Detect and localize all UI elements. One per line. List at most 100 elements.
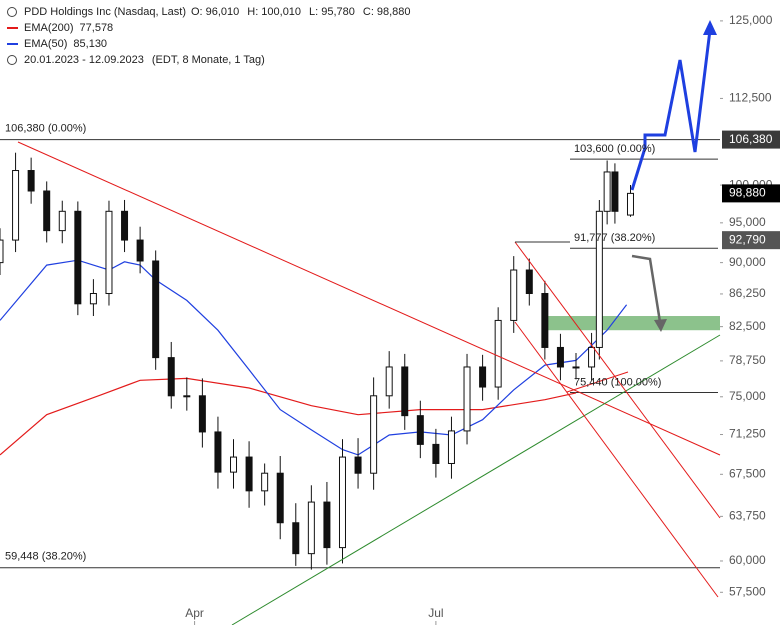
channel-line	[514, 241, 721, 519]
candle-body	[494, 319, 502, 388]
arrow-head	[703, 20, 717, 35]
candle-body	[432, 443, 440, 464]
candle-body	[292, 522, 300, 555]
quote-value: 95,780	[321, 6, 355, 18]
arrow-head	[654, 319, 667, 332]
candle-body	[261, 472, 269, 492]
candle-body	[603, 171, 611, 212]
y-tick-label: 112,500	[729, 91, 772, 105]
candle-body	[611, 171, 619, 212]
y-tick-label: 63,750	[729, 509, 766, 523]
candle-body	[307, 501, 315, 555]
chart-title: PDD Holdings Inc (Nasdaq, Last)	[24, 6, 186, 18]
candle-body	[276, 472, 284, 524]
candle-body	[27, 170, 35, 192]
candle-body	[463, 366, 471, 432]
icon	[7, 55, 17, 65]
y-tick-label: 71,250	[729, 427, 766, 441]
candle-body	[338, 456, 346, 549]
candle-body	[525, 269, 533, 295]
legend-entry: EMA(50) 85,130	[24, 38, 107, 50]
y-tick-label: 90,000	[729, 255, 766, 269]
quote-value: 98,880	[377, 6, 411, 18]
quote-key: C:	[363, 6, 374, 18]
y-tick-label: 60,000	[729, 553, 766, 567]
trend-line	[231, 334, 721, 625]
candle-body	[58, 210, 66, 232]
candle-body	[401, 366, 409, 417]
price-tag-label: 92,790	[729, 232, 766, 246]
candle-body	[136, 239, 144, 262]
quote-key: H:	[247, 6, 258, 18]
legend-value: 85,130	[73, 38, 107, 50]
range-note: (EDT, 8 Monate, 1 Tag)	[152, 54, 265, 66]
price-tag	[722, 130, 780, 149]
y-tick-label: 78,750	[729, 353, 766, 367]
fib-label: 75,440 (100.00%)	[574, 376, 661, 388]
candle-body	[595, 210, 603, 348]
ema-line	[0, 259, 628, 456]
drawings	[17, 20, 721, 625]
y-tick-label: 67,500	[729, 466, 766, 480]
y-tick-label: 95,000	[729, 215, 766, 229]
header: PDD Holdings Inc (Nasdaq, Last) O: 96,010…	[7, 6, 411, 66]
candle-body	[89, 293, 97, 305]
legend-name: EMA(50)	[24, 38, 67, 50]
candle-body	[447, 430, 455, 464]
y-tick-label: 125,000	[729, 13, 773, 27]
channel-line	[514, 321, 719, 598]
candle-body	[183, 395, 191, 398]
trend-line	[566, 371, 629, 393]
fib-label: 103,600 (0.00%)	[574, 143, 655, 155]
quote: O: 96,010 H: 100,010 L: 95,780 C: 98,880	[191, 6, 411, 18]
ema-line	[0, 377, 577, 456]
candle-body	[416, 415, 424, 445]
legend-entry: EMA(200) 77,578	[24, 22, 113, 34]
candle-body	[74, 210, 82, 305]
candle-body	[323, 501, 331, 549]
candle-body	[354, 456, 362, 474]
candle-body	[12, 170, 20, 241]
candle-body	[105, 210, 113, 295]
candle-body	[479, 366, 487, 388]
legend-name: EMA(200)	[24, 22, 74, 34]
fib-label: 59,448 (38.20%)	[5, 551, 86, 563]
candle-body	[152, 260, 160, 359]
price-tag	[722, 184, 780, 203]
x-tick-label: Jul	[428, 606, 443, 620]
overlay: 106,380 (0.00%) 59,448 (38.20%) 103,600 (0…	[5, 122, 780, 563]
candle-body	[167, 357, 175, 397]
candle-body	[556, 346, 564, 368]
range: 20.01.2023 - 12.09.2023 (EDT, 8 Monate, 1…	[24, 54, 265, 66]
y-tick-label: 57,500	[729, 584, 766, 598]
candle-body	[541, 293, 549, 348]
candle-body	[245, 456, 253, 492]
y-tick-label: 86,250	[729, 286, 766, 300]
trend-line	[17, 141, 721, 456]
candle-body	[626, 192, 634, 216]
candle-body	[198, 395, 206, 433]
price-tag-label: 106,380	[729, 132, 773, 146]
candle-body	[370, 395, 378, 474]
candle-body	[588, 346, 596, 368]
candle-body	[121, 210, 129, 241]
price-tag-label: 98,880	[729, 186, 766, 200]
plot-area: 57,500 60,000 63,750 67,500 71,250 75,000 78,7…	[0, 13, 773, 625]
quote-key: O:	[191, 6, 203, 18]
quote-value: 96,010	[206, 6, 240, 18]
price-tag	[722, 231, 780, 250]
candle-body	[43, 190, 51, 232]
y-tick-label: 75,000	[729, 389, 766, 403]
candle-body	[385, 366, 393, 397]
quote-key: L:	[309, 6, 318, 18]
candle-body	[0, 239, 4, 264]
icon	[7, 7, 17, 17]
candle-body	[510, 269, 518, 321]
fib-label: 91,777 (38.20%)	[574, 232, 655, 244]
candle-body	[214, 431, 222, 473]
fib-label: 106,380 (0.00%)	[5, 122, 86, 134]
candle-body	[230, 456, 238, 473]
date-range: 20.01.2023 - 12.09.2023	[24, 54, 144, 66]
x-tick-label: Apr	[185, 606, 204, 620]
